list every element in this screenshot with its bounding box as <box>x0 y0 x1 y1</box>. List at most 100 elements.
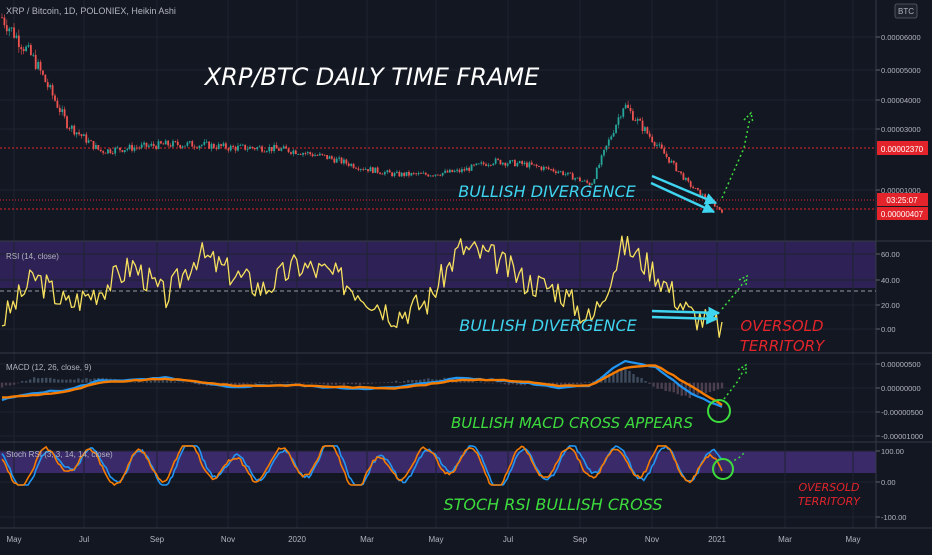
candle-body <box>451 170 453 172</box>
candle-body <box>124 150 126 152</box>
candle-body <box>276 145 278 149</box>
macd-histogram-bar <box>375 383 377 384</box>
candle-body <box>449 170 451 173</box>
candle-body <box>492 164 494 165</box>
candle-body <box>1 17 3 18</box>
macd-histogram-bar <box>664 383 666 391</box>
candle-body <box>136 148 138 149</box>
candle-body <box>439 175 441 176</box>
macd-histogram-bar <box>242 383 244 385</box>
macd-histogram-bar <box>660 383 662 389</box>
candle-body <box>138 148 140 149</box>
candle-body <box>268 147 270 151</box>
candle-body <box>285 146 287 148</box>
macd-histogram-bar <box>170 381 172 383</box>
candle-body <box>312 154 314 156</box>
rsi-divergence-arrow-1 <box>652 311 719 313</box>
candle-body <box>42 71 44 75</box>
macd-histogram-bar <box>298 383 300 384</box>
candle-body <box>271 147 273 151</box>
macd-histogram-bar <box>13 383 15 385</box>
candle-body <box>630 108 632 111</box>
macd-histogram-bar <box>580 383 582 384</box>
macd-histogram-bar <box>576 383 578 384</box>
macd-histogram-bar <box>713 383 715 391</box>
macd-histogram-bar <box>21 381 23 383</box>
time-axis-label: Nov <box>221 535 235 544</box>
stoch-oversold-label-2: TERRITORY <box>798 495 861 508</box>
candle-body <box>610 136 612 139</box>
candle-body <box>85 134 87 142</box>
candle-body <box>567 173 569 175</box>
candle-body <box>90 140 92 141</box>
macd-histogram-bar <box>282 382 284 383</box>
macd-histogram-bar <box>367 383 369 384</box>
macd-histogram-bar <box>681 383 683 396</box>
candle-body <box>76 132 78 134</box>
candle-body <box>56 101 58 108</box>
macd-histogram-bar <box>673 383 675 393</box>
candle-body <box>480 162 482 163</box>
macd-histogram-bar <box>9 383 11 386</box>
candle-body <box>47 82 49 87</box>
macd-histogram-bar <box>85 378 87 383</box>
candle-body <box>167 141 169 146</box>
macd-histogram-bar <box>73 380 75 383</box>
candle-body <box>613 133 615 137</box>
candle-body <box>598 165 600 168</box>
macd-histogram-bar <box>29 379 31 382</box>
candle-body <box>389 170 391 172</box>
candle-body <box>557 172 559 173</box>
candle-body <box>697 188 699 190</box>
candle-body <box>28 45 30 47</box>
candle-body <box>153 144 155 146</box>
stoch-cross-label: STOCH RSI BULLISH CROSS <box>443 495 662 514</box>
candle-body <box>504 163 506 166</box>
candle-body <box>102 151 104 153</box>
macd-histogram-bar <box>37 378 39 382</box>
candle-body <box>661 145 663 149</box>
candle-body <box>350 164 352 166</box>
macd-histogram-bar <box>572 383 574 384</box>
candle-body <box>341 158 343 164</box>
candle-body <box>220 144 222 146</box>
candle-body <box>632 111 634 120</box>
macd-histogram-bar <box>355 383 357 385</box>
candle-body <box>218 144 220 149</box>
candle-body <box>683 173 685 179</box>
candle-body <box>35 55 37 69</box>
symbol-info[interactable]: XRP / Bitcoin, 1D, POLONIEX, Heikin Ashi <box>6 6 176 16</box>
candle-body <box>702 194 704 195</box>
candle-body <box>425 173 427 175</box>
rsi-legend: RSI (14, close) <box>6 252 59 261</box>
macd-legend: MACD (12, 26, close, 9) <box>6 363 92 372</box>
macd-histogram-bar <box>347 383 349 384</box>
macd-histogram-bar <box>652 383 654 387</box>
candle-body <box>615 125 617 133</box>
candle-body <box>16 36 18 38</box>
candle-body <box>88 140 90 142</box>
macd-histogram-bar <box>154 380 156 382</box>
candle-body <box>13 27 15 37</box>
candle-body <box>249 147 251 149</box>
candle-body <box>114 148 116 154</box>
candle-body <box>637 119 639 121</box>
macd-histogram-bar <box>335 383 337 385</box>
candle-body <box>179 145 181 148</box>
candle-body <box>131 145 133 151</box>
candle-body <box>355 168 357 169</box>
price-axis-label: 0.00005000 <box>881 66 921 75</box>
candle-body <box>497 159 499 160</box>
candle-body <box>509 160 511 163</box>
macd-histogram-bar <box>391 382 393 383</box>
macd-histogram-bar <box>383 382 385 383</box>
price-projection-path <box>722 118 750 198</box>
macd-histogram-bar <box>705 383 707 393</box>
candle-body <box>81 134 83 136</box>
macd-histogram-bar <box>395 381 397 383</box>
candle-body <box>155 146 157 149</box>
macd-histogram-bar <box>290 382 292 383</box>
macd-histogram-bar <box>319 383 321 384</box>
candle-body <box>618 117 620 124</box>
